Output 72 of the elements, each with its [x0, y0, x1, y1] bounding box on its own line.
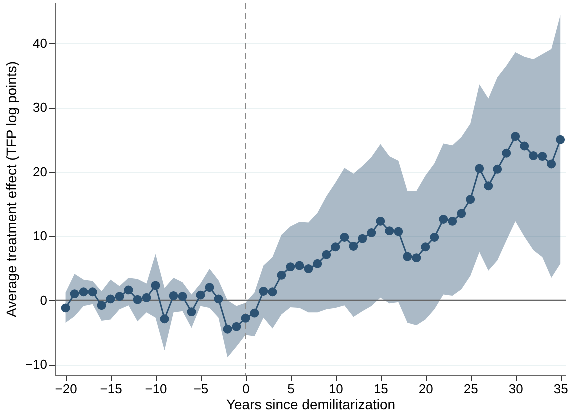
point — [304, 264, 314, 274]
point — [403, 252, 412, 262]
point — [394, 227, 404, 236]
point — [448, 216, 458, 226]
point — [547, 160, 556, 169]
x-tick-label: 10 — [328, 382, 344, 396]
x-tick-label: 15 — [374, 382, 388, 396]
point — [313, 259, 322, 268]
x-tick-label: 5 — [288, 382, 295, 396]
x-tick-label: −5 — [194, 382, 209, 396]
point — [475, 164, 484, 174]
point — [268, 288, 278, 297]
point — [349, 242, 358, 251]
x-tick-label: 25 — [464, 382, 478, 396]
point — [439, 215, 448, 224]
x-tick-label: −15 — [100, 382, 122, 396]
point — [151, 281, 160, 290]
point — [223, 324, 232, 334]
point — [529, 151, 538, 160]
point — [520, 142, 530, 151]
point — [295, 261, 304, 270]
point — [205, 283, 214, 292]
x-tick-label: 0 — [242, 382, 250, 396]
point — [115, 292, 124, 302]
y-tick-label: 30 — [33, 100, 48, 116]
point — [97, 301, 106, 310]
point — [430, 233, 440, 242]
point — [376, 216, 386, 226]
point — [385, 226, 394, 236]
y-tick-label: −10 — [25, 357, 48, 372]
x-axis-title: Years since demilitarization — [226, 396, 396, 412]
point — [61, 304, 70, 313]
y-tick-label: 20 — [33, 164, 48, 180]
point — [259, 287, 268, 296]
point — [160, 314, 170, 324]
point — [124, 286, 134, 295]
x-tick-label: −10 — [145, 382, 168, 396]
y-tick-label: 0 — [40, 292, 48, 308]
point — [556, 135, 566, 144]
point — [493, 164, 502, 174]
point — [412, 254, 422, 263]
point — [358, 234, 368, 244]
point — [250, 308, 260, 318]
point — [241, 314, 250, 323]
point — [331, 242, 340, 252]
point — [187, 308, 196, 316]
point — [457, 209, 466, 218]
point — [340, 233, 350, 242]
point — [88, 288, 98, 297]
x-tick-label: 30 — [508, 382, 524, 396]
y-axis-title: Average treatment effect (TFP log points) — [3, 61, 20, 318]
point — [421, 242, 430, 252]
point — [169, 292, 178, 300]
point — [178, 292, 188, 302]
x-tick-label: 20 — [418, 382, 434, 396]
point — [277, 270, 286, 280]
point — [484, 182, 494, 191]
x-tick-label: 35 — [554, 382, 568, 396]
point — [196, 290, 206, 300]
point — [502, 148, 512, 158]
point — [538, 152, 548, 162]
point — [232, 322, 242, 332]
point — [70, 290, 80, 299]
point — [286, 262, 296, 272]
point — [466, 195, 476, 204]
point — [322, 250, 332, 260]
point — [79, 288, 88, 297]
y-tick-label: 40 — [33, 36, 48, 51]
x-tick-label: −20 — [55, 382, 78, 396]
point — [367, 228, 376, 238]
y-tick-label: 10 — [33, 228, 48, 244]
point — [511, 132, 520, 142]
